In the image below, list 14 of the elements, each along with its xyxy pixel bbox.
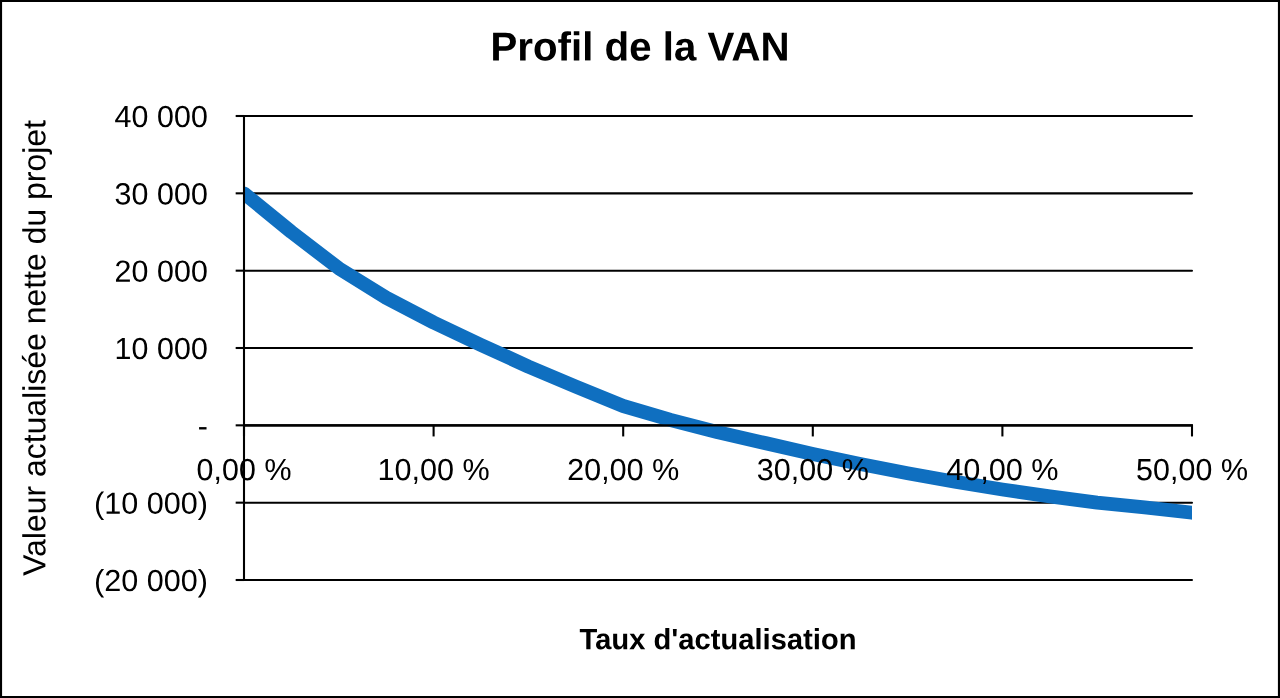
x-tick-label: 10,00 % — [379, 458, 489, 485]
y-axis-title: Valeur actualisée nette du projet — [21, 120, 52, 576]
y-tick-label: - — [199, 427, 207, 430]
x-axis-title: Taux d'actualisation — [579, 628, 855, 650]
x-tick-label: 50,00 % — [1137, 458, 1247, 485]
chart-title: Profil de la VAN — [493, 31, 787, 61]
y-tick-label: (10 000) — [95, 491, 206, 521]
x-tick-label: 20,00 % — [568, 458, 679, 485]
y-tick-label: (20 000) — [95, 568, 206, 598]
y-tick-label: 30 000 — [115, 183, 207, 205]
x-tick-label: 40,00 % — [947, 458, 1058, 485]
y-tick-label: 20 000 — [115, 260, 207, 283]
y-tick-label: 10 000 — [116, 337, 207, 360]
y-tick-label: 40 000 — [115, 105, 207, 128]
